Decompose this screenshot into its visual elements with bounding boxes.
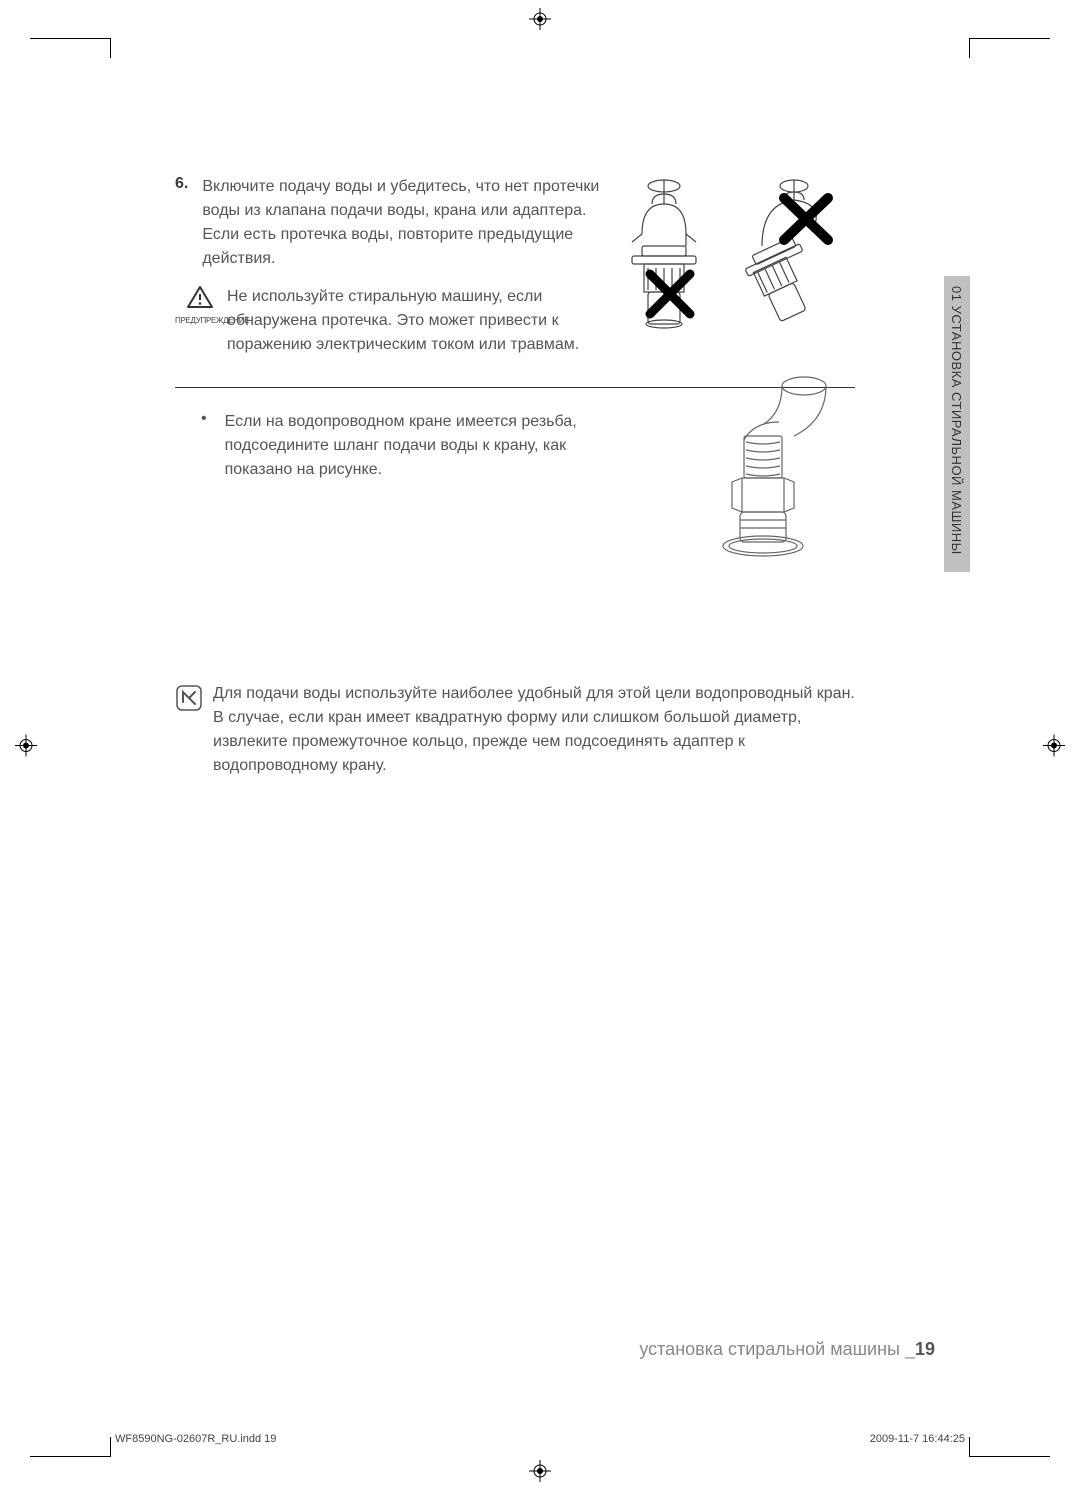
page-footer: установка стиральной машины _19 [639, 1339, 935, 1360]
section-tab-label: 01 УСТАНОВКА СТИРАЛЬНОЙ МАШИНЫ [949, 286, 964, 555]
print-timestamp: 2009-11-7 16:44:25 [870, 1433, 965, 1445]
footer-page-number: 19 [915, 1339, 935, 1359]
registration-mark-icon [529, 8, 551, 35]
warning-triangle-icon [186, 285, 214, 309]
registration-mark-icon [15, 734, 37, 761]
crop-mark [970, 38, 1050, 39]
crop-mark [30, 38, 110, 39]
bullet-text: Если на водопроводном кране имеется резь… [225, 410, 605, 482]
crop-mark [970, 1456, 1050, 1457]
bullet-marker: • [201, 410, 207, 482]
note-icon [175, 684, 203, 717]
note-block: Для подачи воды используйте наиболее удо… [175, 682, 855, 778]
figure-incorrect-taps [612, 174, 842, 344]
crop-mark [110, 38, 111, 58]
section-tab: 01 УСТАНОВКА СТИРАЛЬНОЙ МАШИНЫ [944, 276, 970, 572]
warning-text: Не используйте стиральную машину, если о… [227, 285, 597, 357]
page: 01 УСТАНОВКА СТИРАЛЬНОЙ МАШИНЫ 6. Включи… [0, 0, 1080, 1495]
figure-threaded-tap [694, 372, 844, 558]
registration-mark-icon [1043, 734, 1065, 761]
warning-icon-col: ПРЕДУПРЕЖДЕНИЕ [175, 285, 225, 325]
note-text: Для подачи воды используйте наиболее удо… [213, 682, 855, 778]
crop-mark [110, 1437, 111, 1457]
crop-mark [969, 38, 970, 58]
warning-label: ПРЕДУПРЕЖДЕНИЕ [175, 316, 225, 325]
step-number: 6. [175, 175, 188, 271]
step-text: Включите подачу воды и убедитесь, что не… [202, 175, 612, 271]
registration-mark-icon [529, 1460, 551, 1487]
print-filename: WF8590NG-02607R_RU.indd 19 [115, 1433, 276, 1445]
crop-mark [30, 1456, 110, 1457]
footer-text: установка стиральной машины _ [639, 1339, 915, 1359]
x-mark-icon [784, 198, 828, 240]
x-mark-icon [650, 274, 690, 314]
crop-mark [969, 1437, 970, 1457]
